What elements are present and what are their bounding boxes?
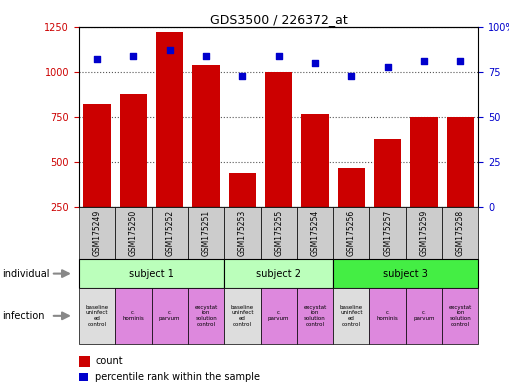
Bar (79, 288, 115, 344)
Text: GSM175252: GSM175252 (165, 210, 174, 257)
Bar (370, 207, 406, 259)
Bar (297, 207, 333, 259)
Bar (337, 168, 365, 253)
Text: GSM175255: GSM175255 (274, 210, 283, 257)
Text: baseline
uninfect
ed
control: baseline uninfect ed control (86, 305, 108, 327)
Bar (265, 72, 292, 253)
Bar (442, 207, 478, 259)
Text: GSM175256: GSM175256 (347, 210, 356, 257)
Text: subject 2: subject 2 (256, 268, 301, 279)
Text: count: count (95, 356, 123, 366)
Text: percentile rank within the sample: percentile rank within the sample (95, 372, 260, 382)
Point (311, 60, 319, 66)
Bar (229, 173, 256, 253)
Bar (406, 207, 442, 259)
Text: GSM175257: GSM175257 (383, 210, 392, 257)
Text: c.
hominis: c. hominis (123, 310, 144, 321)
Bar (188, 288, 224, 344)
Text: GSM175259: GSM175259 (419, 210, 429, 257)
Bar (120, 94, 147, 253)
Bar (188, 207, 224, 259)
Text: subject 3: subject 3 (383, 268, 428, 279)
Point (202, 53, 210, 59)
Bar (410, 117, 438, 253)
Text: excystat
ion
solution
control: excystat ion solution control (448, 305, 472, 327)
Text: GSM175253: GSM175253 (238, 210, 247, 257)
Bar (297, 288, 333, 344)
Bar (224, 207, 261, 259)
Point (420, 58, 428, 64)
Text: baseline
uninfect
ed
control: baseline uninfect ed control (340, 305, 363, 327)
Text: c.
parvum: c. parvum (413, 310, 435, 321)
Bar (192, 65, 220, 253)
Point (129, 53, 137, 59)
Bar (261, 207, 297, 259)
Text: excystat
ion
solution
control: excystat ion solution control (303, 305, 327, 327)
Bar (224, 288, 261, 344)
Bar (370, 288, 406, 344)
Bar (374, 139, 401, 253)
Bar (156, 32, 183, 253)
Text: GSM175258: GSM175258 (456, 210, 465, 257)
Bar (406, 288, 442, 344)
Text: c.
hominis: c. hominis (377, 310, 399, 321)
Bar (115, 207, 152, 259)
Bar (261, 288, 297, 344)
Point (347, 73, 355, 79)
Bar (152, 207, 188, 259)
Bar (301, 114, 329, 253)
Bar (83, 104, 110, 253)
Text: infection: infection (3, 311, 45, 321)
Bar (442, 288, 478, 344)
Bar (79, 207, 115, 259)
Point (384, 63, 392, 70)
Text: GSM175254: GSM175254 (310, 210, 320, 257)
Point (238, 73, 246, 79)
Bar (115, 288, 152, 344)
Point (93, 56, 101, 63)
Text: GSM175251: GSM175251 (202, 210, 211, 257)
Text: subject 1: subject 1 (129, 268, 174, 279)
Bar (152, 288, 188, 344)
Bar (79, 259, 224, 288)
Bar (224, 259, 333, 288)
Text: GSM175249: GSM175249 (93, 210, 102, 257)
Bar (333, 259, 478, 288)
Text: c.
parvum: c. parvum (159, 310, 181, 321)
Title: GDS3500 / 226372_at: GDS3500 / 226372_at (210, 13, 348, 26)
Point (165, 47, 174, 53)
Bar (333, 288, 370, 344)
Bar (333, 207, 370, 259)
Text: excystat
ion
solution
control: excystat ion solution control (194, 305, 218, 327)
Text: GSM175250: GSM175250 (129, 210, 138, 257)
Bar (447, 117, 474, 253)
Point (275, 53, 283, 59)
Point (456, 58, 464, 64)
Text: individual: individual (3, 268, 50, 279)
Text: baseline
uninfect
ed
control: baseline uninfect ed control (231, 305, 254, 327)
Text: c.
parvum: c. parvum (268, 310, 290, 321)
